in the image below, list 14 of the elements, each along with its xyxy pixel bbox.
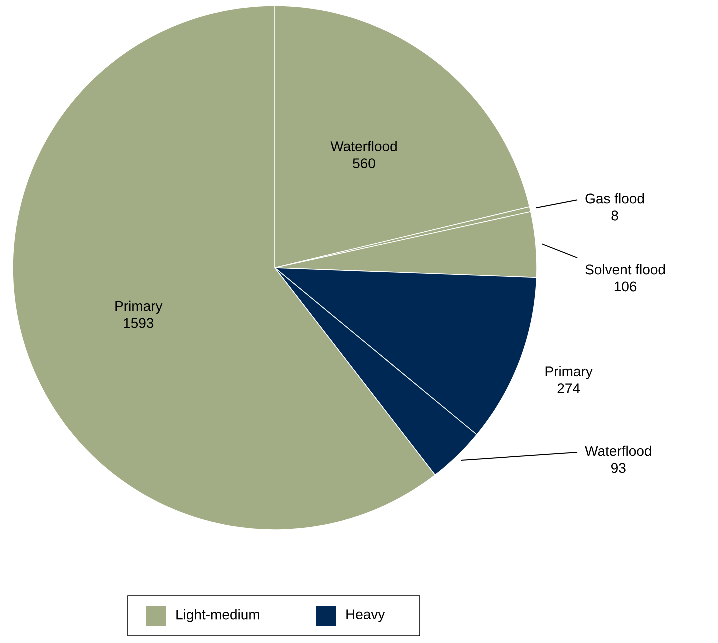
data-label: 106 xyxy=(614,282,637,292)
data-label: 8 xyxy=(612,210,618,221)
data-label: 274 xyxy=(558,384,580,394)
data-label: 560 xyxy=(353,158,376,168)
slice-label: Solvent flood xyxy=(586,264,666,275)
slice-label: Gas flood xyxy=(586,193,644,204)
slice-label: Primary xyxy=(116,300,163,314)
slice-label: Waterflood xyxy=(330,141,397,152)
slice-label: Primary xyxy=(546,366,593,380)
data-label: 1593 xyxy=(124,318,154,328)
text: Light-medium xyxy=(176,609,260,623)
data-label: 93 xyxy=(612,463,626,474)
text: Heavy xyxy=(346,610,386,622)
slice-label: Waterflood xyxy=(585,446,652,456)
